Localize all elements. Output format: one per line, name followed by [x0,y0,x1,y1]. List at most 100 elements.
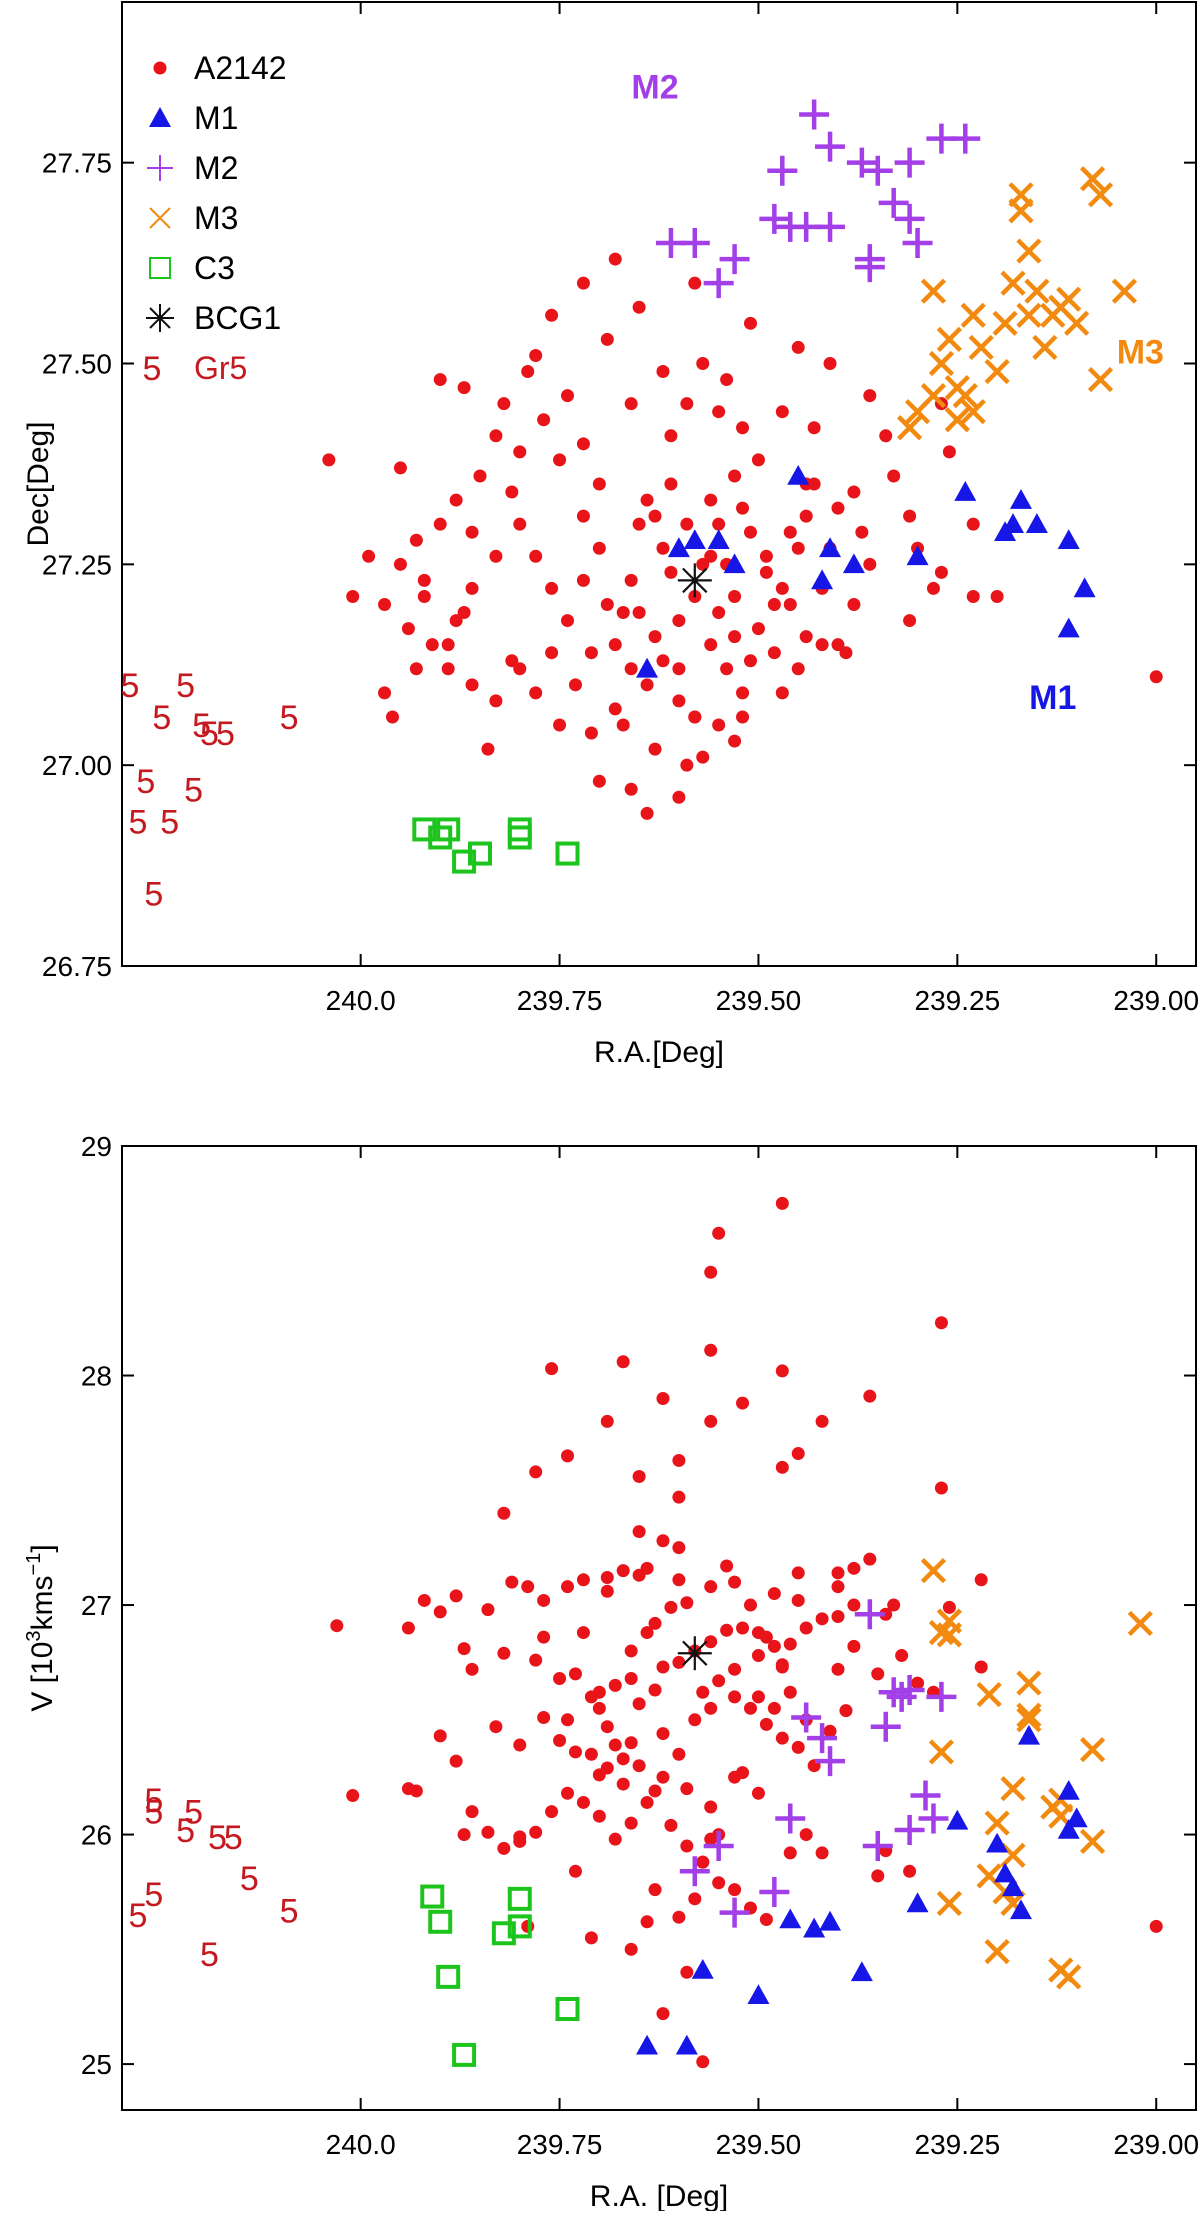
point-m1 [1002,1876,1025,1897]
point-m3 [1056,1964,1082,1990]
point-a2142 [640,1561,654,1575]
point-m2 [799,99,830,130]
legend-label: A2142 [194,50,287,86]
point-a2142 [656,2007,670,2021]
point-a2142 [553,1733,567,1747]
point-a2142 [608,252,622,266]
point-a2142 [553,1671,567,1685]
point-a2142 [624,662,638,676]
point-c3 [436,1964,461,1989]
point-a2142 [656,1727,670,1741]
point-a2142 [736,686,750,700]
point-a2142 [465,525,479,539]
point-m1 [906,545,929,566]
point-m2 [902,228,933,258]
point-a2142 [576,1626,590,1640]
point-m1 [1009,489,1032,509]
point-a2142 [568,678,582,692]
point-a2142 [688,1713,702,1727]
point-a2142 [720,662,734,676]
point-a2142 [529,1465,543,1479]
point-m2 [854,252,885,283]
point-a2142 [823,1724,837,1738]
point-a2142 [537,1593,551,1607]
y-axis-label-part: ] [26,1544,59,1552]
point-a2142 [561,1786,575,1800]
point-m1 [683,529,706,550]
point-a2142 [688,710,702,724]
point-m2 [950,123,981,154]
point-a2142 [736,1621,750,1635]
point-m3 [1079,1737,1106,1763]
point-m3 [1064,310,1090,336]
point-a2142 [529,1653,543,1667]
point-a2142 [608,1738,622,1752]
point-gr5: 5 [144,1782,163,1820]
point-a2142 [433,373,447,387]
point-a2142 [680,1839,694,1853]
point-a2142 [465,1805,479,1819]
x-tick-label: 239.25 [915,2129,1001,2160]
point-a2142 [608,1678,622,1692]
point-a2142 [449,493,463,507]
point-m1 [1073,577,1096,598]
x-tick-label: 240.0 [326,985,396,1016]
point-a2142 [775,405,789,419]
point-a2142 [712,718,726,732]
panel-sky-positions: 240.0 239.75 239.50 239.25 239.00 26.75 27.00 2… [22,1,1199,1069]
point-a2142 [592,774,606,788]
point-c3 [468,841,492,866]
point-a2142 [815,638,829,652]
point-a2142 [616,1752,630,1766]
point-a2142 [728,469,742,483]
point-a2142 [696,357,710,370]
point-a2142 [409,662,423,676]
point-a2142 [934,1316,948,1330]
point-c3 [436,817,461,842]
point-a2142 [561,1449,575,1463]
point-a2142 [863,557,877,571]
point-a2142 [799,1621,813,1635]
point-a2142 [704,1800,718,1814]
point-bcg1 [677,563,712,598]
point-a2142 [728,589,742,603]
legend-label: BCG1 [194,300,281,336]
point-m2 [703,268,734,299]
point-a2142 [584,1931,598,1945]
point-a2142 [688,1892,702,1906]
point-a2142 [799,1828,813,1842]
point-a2142 [775,686,789,700]
legend-item-c3: C3 [149,250,235,286]
point-a2142 [767,1639,781,1653]
point-a2142 [743,1701,757,1715]
point-a2142 [481,1825,495,1839]
point-a2142 [664,1600,678,1614]
point-m3 [944,407,970,433]
point-a2142 [449,614,463,628]
point-a2142 [879,1607,893,1621]
point-a2142 [736,501,750,515]
point-a2142 [600,598,614,611]
point-m1 [1057,1818,1080,1839]
point-a2142 [497,1506,511,1520]
y-axis-label: V [103kms−1] [23,1544,59,1711]
point-a2142 [767,1587,781,1601]
point-a2142 [672,694,686,708]
point-a2142 [489,694,503,708]
point-a2142 [799,630,813,644]
point-a2142 [576,573,590,587]
plot-frame [121,1145,1197,2111]
point-a2142 [561,389,575,403]
point-a2142 [767,646,781,660]
point-gr5: 5 [216,715,235,753]
point-m2 [878,187,909,218]
point-a2142 [441,662,455,676]
point-a2142 [783,1685,797,1699]
point-m3 [897,415,923,441]
point-gr5: 5 [160,803,179,841]
point-a2142 [799,509,813,523]
point-a2142 [831,1566,845,1580]
point-a2142 [775,1460,789,1474]
point-m2 [894,203,925,234]
point-a2142 [401,1621,415,1635]
